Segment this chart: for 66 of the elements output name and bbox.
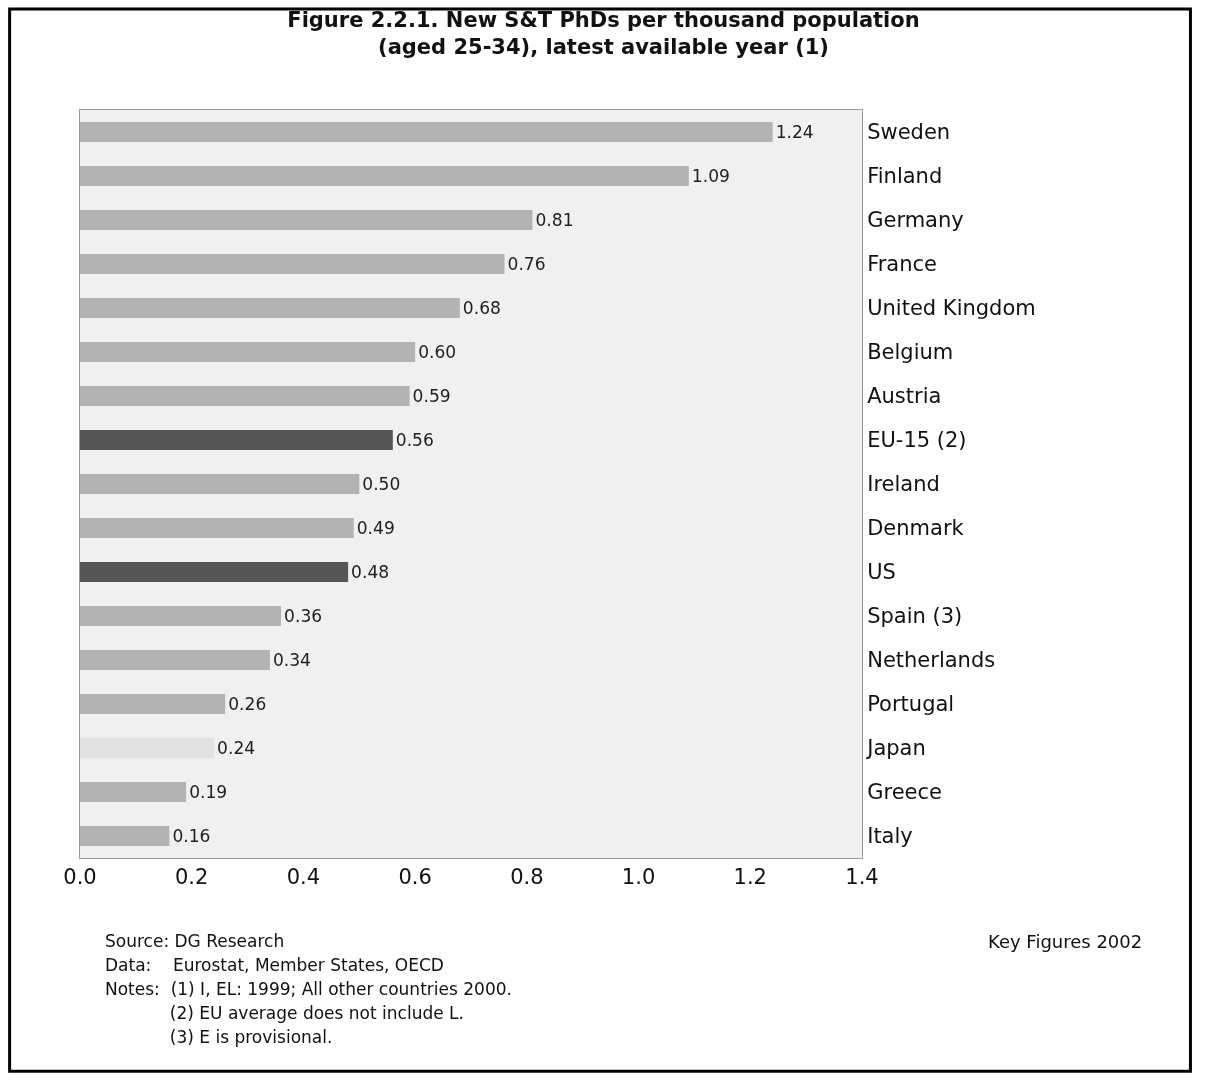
y-tick-label: Spain (3) xyxy=(867,604,963,629)
bar xyxy=(80,298,460,318)
data-label: 0.24 xyxy=(217,738,256,759)
bar xyxy=(80,694,226,714)
data-label: 0.68 xyxy=(462,298,501,319)
chart-title: Figure 2.2.1. New S&T PhDs per thousand population (aged 25-34), latest available year (1) xyxy=(287,8,920,60)
data-label: 0.56 xyxy=(395,430,434,451)
data-label: 0.36 xyxy=(284,606,323,627)
y-tick-label: Italy xyxy=(867,824,913,849)
bar xyxy=(80,254,505,274)
data-label: 0.34 xyxy=(272,650,311,671)
bar xyxy=(80,342,416,362)
data-label: 0.59 xyxy=(412,386,451,407)
text: (3) E is provisional. xyxy=(105,1027,333,1047)
bar xyxy=(80,430,393,450)
source-note: Source: DG Research xyxy=(105,931,285,951)
data-label: 0.50 xyxy=(362,474,401,495)
bar xyxy=(80,122,773,142)
text: (2) EU average does not include L. xyxy=(105,1003,464,1023)
data-label: 1.24 xyxy=(775,122,814,143)
bar xyxy=(80,606,282,626)
data-label: 0.49 xyxy=(356,518,395,539)
data-label: 0.26 xyxy=(228,694,267,715)
data-label: 0.16 xyxy=(172,826,211,847)
data-label: 0.19 xyxy=(189,782,228,803)
y-tick-label: France xyxy=(867,252,938,277)
x-tick-label: 0.6 xyxy=(398,865,432,890)
bar xyxy=(80,386,410,406)
y-tick-label: EU-15 (2) xyxy=(867,428,967,453)
data-label: 0.60 xyxy=(418,342,457,363)
y-tick-label: Finland xyxy=(867,164,943,189)
text: Data: Eurostat, Member States, OECD xyxy=(105,955,444,975)
data-label: 0.81 xyxy=(535,210,574,231)
y-tick-label: Austria xyxy=(867,384,942,409)
data-label: 1.09 xyxy=(691,166,730,187)
y-tick-label: Sweden xyxy=(867,120,951,145)
y-tick-label: Ireland xyxy=(867,472,940,497)
y-tick-label: Belgium xyxy=(867,340,954,365)
y-tick-label: Netherlands xyxy=(867,648,996,673)
y-tick-label: Portugal xyxy=(867,692,955,717)
bar xyxy=(80,518,354,538)
y-tick-label: Japan xyxy=(865,736,926,761)
x-tick-label: 1.4 xyxy=(845,865,879,890)
y-tick-label: United Kingdom xyxy=(867,296,1036,321)
x-tick-label: 0.0 xyxy=(63,865,97,890)
x-tick-label: 0.8 xyxy=(510,865,544,890)
y-tick-label: Germany xyxy=(867,208,964,233)
x-tick-label: 1.2 xyxy=(733,865,767,890)
y-tick-label: Greece xyxy=(867,780,942,805)
bar xyxy=(80,782,187,802)
bar xyxy=(80,210,533,230)
bar xyxy=(80,166,689,186)
data-label: 0.76 xyxy=(507,254,546,275)
data-label: 0.48 xyxy=(351,562,390,583)
text: Notes: (1) I, EL: 1999; All other countries 2000. xyxy=(105,979,512,999)
bar xyxy=(80,562,349,582)
bar xyxy=(80,826,170,846)
bar xyxy=(80,650,270,670)
x-tick-label: 1.0 xyxy=(621,865,656,890)
bar xyxy=(80,738,215,758)
x-tick-label: 0.2 xyxy=(175,865,209,890)
bar xyxy=(80,474,360,494)
x-tick-label: 0.4 xyxy=(286,865,321,890)
text: Key Figures 2002 xyxy=(988,931,1143,952)
y-tick-label: Denmark xyxy=(867,516,965,541)
y-tick-label: US xyxy=(867,560,896,585)
